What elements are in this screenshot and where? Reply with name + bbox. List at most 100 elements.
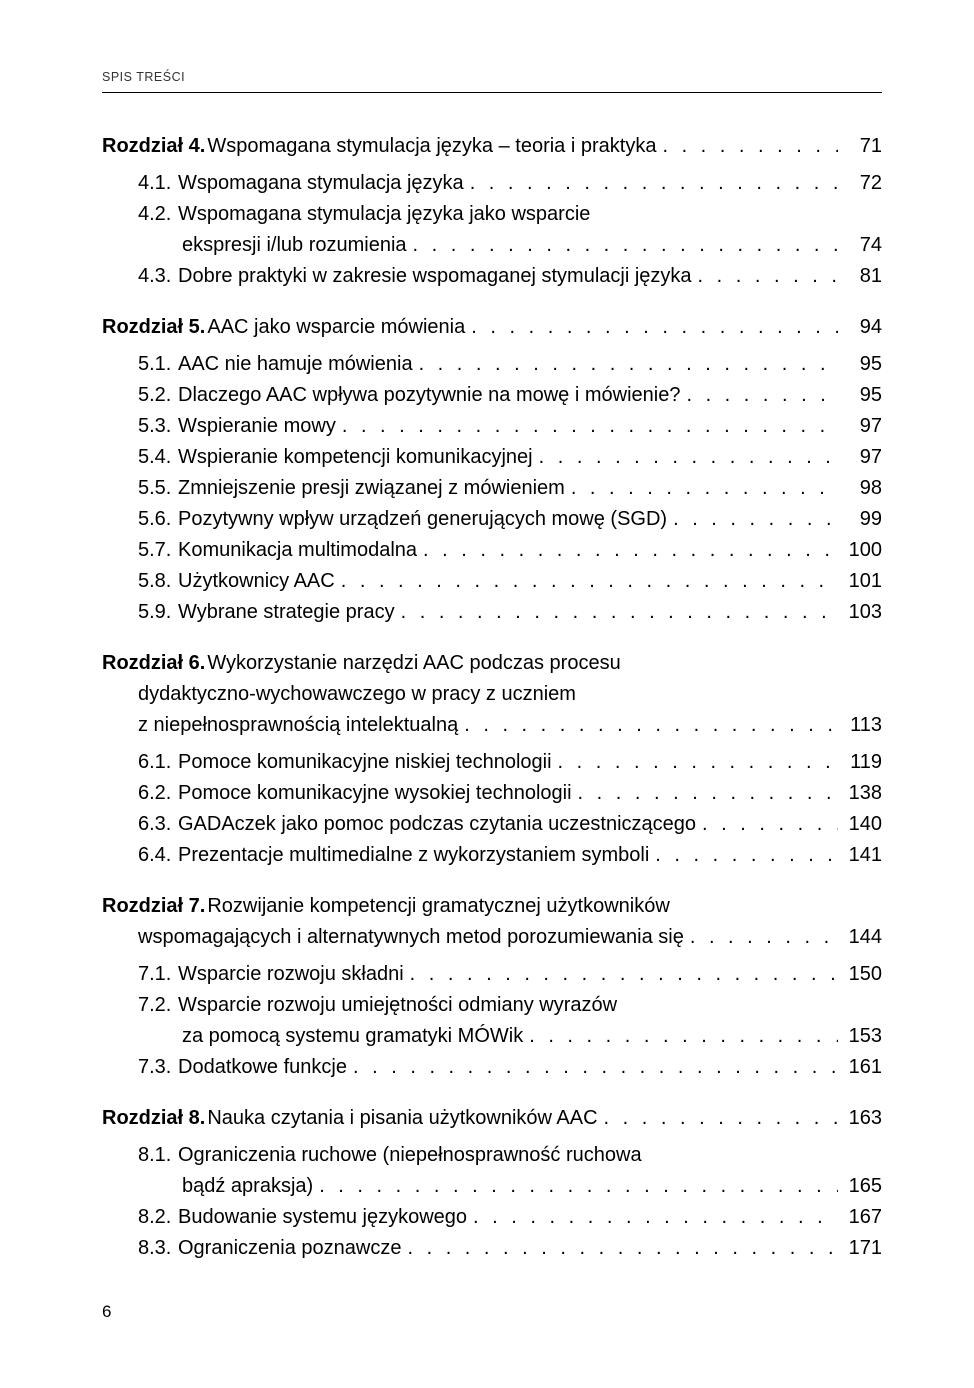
subsection-number: 4.1. [138,168,178,199]
subsection-number: 5.6. [138,504,178,535]
toc-subsection-continuation: ekspresji i/lub rozumienia 74 [102,230,882,261]
toc-page-number: 103 [842,597,882,628]
dot-leaders [353,1052,838,1083]
dot-leaders [529,1021,838,1052]
toc-page-number: 97 [842,411,882,442]
subsection-title: Wspieranie mowy [178,411,336,442]
dot-leaders [419,349,838,380]
subsection-number: 7.1. [138,959,178,990]
toc-chapter-block: Rozdział 5. AAC jako wsparcie mówienia94… [102,312,882,628]
subsection-title: Ograniczenia ruchowe (niepełnosprawność … [178,1140,642,1171]
toc-chapter-row: Rozdział 8. Nauka czytania i pisania uży… [102,1103,882,1134]
chapter-title-continuation: wspomagających i alternatywnych metod po… [138,922,684,953]
toc-subsection-row: 5.7. Komunikacja multimodalna100 [102,535,882,566]
toc-chapter-continuation: dydaktyczno-wychowawczego w pracy z uczn… [102,679,882,710]
toc-subsection-row: 7.1. Wsparcie rozwoju składni150 [102,959,882,990]
toc-page-number: 163 [842,1103,882,1134]
toc-page-number: 144 [842,922,882,953]
dot-leaders [690,922,838,953]
toc-chapter-row: Rozdział 6. Wykorzystanie narzędzi AAC p… [102,648,882,679]
subsection-number: 5.9. [138,597,178,628]
toc-subsection-row: 6.4. Prezentacje multimedialne z wykorzy… [102,840,882,871]
dot-leaders [558,747,838,778]
toc-page-number: 171 [842,1233,882,1264]
dot-leaders [464,710,838,741]
toc-page-number: 97 [842,442,882,473]
toc-page-number: 100 [842,535,882,566]
dot-leaders [604,1103,838,1134]
toc-subsection-row: 5.8. Użytkownicy AAC101 [102,566,882,597]
toc-subsection-row: 4.2. Wspomagana stymulacja języka jako w… [102,199,882,230]
dot-leaders [423,535,838,566]
toc-page-number: 99 [842,504,882,535]
toc-subsection-row: 8.3. Ograniczenia poznawcze171 [102,1233,882,1264]
subsection-title: AAC nie hamuje mówienia [178,349,413,380]
chapter-title: Wspomagana stymulacja języka – teoria i … [207,131,656,162]
toc-page-number: 113 [842,710,882,741]
dot-leaders [686,380,838,411]
subsection-title-continuation: bądź apraksja) [182,1171,313,1202]
toc-chapter-block: Rozdział 7. Rozwijanie kompetencji grama… [102,891,882,1083]
toc-chapter-block: Rozdział 8. Nauka czytania i pisania uży… [102,1103,882,1264]
toc-subsection-list: 8.1. Ograniczenia ruchowe (niepełnospraw… [102,1140,882,1264]
toc-chapter-row: Rozdział 5. AAC jako wsparcie mówienia94 [102,312,882,343]
subsection-number: 4.3. [138,261,178,292]
toc-page-number: 95 [842,349,882,380]
dot-leaders [578,778,838,809]
toc-page-number: 72 [842,168,882,199]
page-number: 6 [102,1302,111,1322]
subsection-title: Zmniejszenie presji związanej z mówienie… [178,473,565,504]
toc-subsection-row: 4.3. Dobre praktyki w zakresie wspomagan… [102,261,882,292]
dot-leaders [698,261,838,292]
toc-subsection-row: 8.1. Ograniczenia ruchowe (niepełnospraw… [102,1140,882,1171]
toc-subsection-continuation: za pomocą systemu gramatyki MÓWik153 [102,1021,882,1052]
table-of-contents: Rozdział 4. Wspomagana stymulacja języka… [102,131,882,1264]
chapter-label: Rozdział 7. [102,891,205,922]
toc-page-number: 165 [842,1171,882,1202]
toc-page-number: 74 [842,230,882,261]
toc-subsection-row: 6.1. Pomoce komunikacyjne niskiej techno… [102,747,882,778]
toc-page-number: 95 [842,380,882,411]
subsection-title: Komunikacja multimodalna [178,535,417,566]
toc-subsection-row: 4.1. Wspomagana stymulacja języka 72 [102,168,882,199]
toc-subsection-row: 6.3. GADAczek jako pomoc podczas czytani… [102,809,882,840]
toc-page-number: 119 [842,747,882,778]
toc-subsection-row: 5.2. Dlaczego AAC wpływa pozytywnie na m… [102,380,882,411]
dot-leaders [571,473,838,504]
chapter-title-continuation: dydaktyczno-wychowawczego w pracy z uczn… [138,679,576,710]
toc-page-number: 141 [842,840,882,871]
toc-subsection-row: 5.4. Wspieranie kompetencji komunikacyjn… [102,442,882,473]
toc-subsection-row: 5.5. Zmniejszenie presji związanej z mów… [102,473,882,504]
toc-subsection-row: 5.6. Pozytywny wpływ urządzeń generujący… [102,504,882,535]
subsection-title: Dlaczego AAC wpływa pozytywnie na mowę i… [178,380,680,411]
subsection-number: 8.3. [138,1233,178,1264]
chapter-title: Nauka czytania i pisania użytkowników AA… [207,1103,597,1134]
subsection-number: 8.2. [138,1202,178,1233]
toc-subsection-list: 4.1. Wspomagana stymulacja języka 724.2. … [102,168,882,292]
subsection-number: 5.3. [138,411,178,442]
subsection-title: Wsparcie rozwoju składni [178,959,404,990]
toc-subsection-row: 5.9. Wybrane strategie pracy 103 [102,597,882,628]
chapter-title: AAC jako wsparcie mówienia [207,312,465,343]
subsection-number: 6.4. [138,840,178,871]
dot-leaders [702,809,838,840]
toc-page-number: 167 [842,1202,882,1233]
dot-leaders [341,566,838,597]
subsection-title: Budowanie systemu językowego [178,1202,467,1233]
toc-page-number: 101 [842,566,882,597]
subsection-title-continuation: ekspresji i/lub rozumienia [182,230,407,261]
subsection-title: Wspieranie kompetencji komunikacyjnej [178,442,533,473]
toc-chapter-continuation: wspomagających i alternatywnych metod po… [102,922,882,953]
subsection-number: 8.1. [138,1140,178,1171]
toc-chapter-block: Rozdział 6. Wykorzystanie narzędzi AAC p… [102,648,882,871]
toc-subsection-row: 7.2. Wsparcie rozwoju umiejętności odmia… [102,990,882,1021]
chapter-title-continuation: z niepełnosprawnością intelektualną [138,710,458,741]
toc-page-number: 138 [842,778,882,809]
subsection-number: 5.1. [138,349,178,380]
subsection-number: 5.5. [138,473,178,504]
toc-chapter-row: Rozdział 7. Rozwijanie kompetencji grama… [102,891,882,922]
subsection-title: Wspomagana stymulacja języka [178,168,464,199]
dot-leaders [407,1233,838,1264]
toc-chapter-block: Rozdział 4. Wspomagana stymulacja języka… [102,131,882,292]
subsection-title: Wybrane strategie pracy [178,597,395,628]
